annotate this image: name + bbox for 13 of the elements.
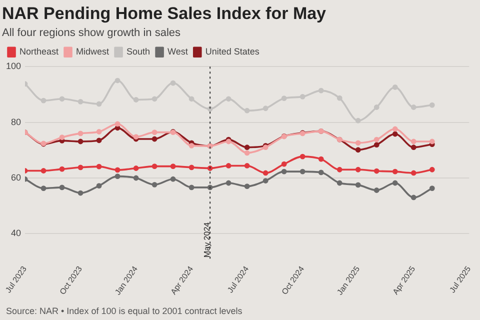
source-note: Source: NAR • Index of 100 is equal to 2001 contract levels bbox=[6, 306, 242, 316]
legend-label: South bbox=[126, 46, 150, 57]
chart-subtitle: All four regions show growth in sales bbox=[2, 27, 182, 40]
legend-label: United States bbox=[205, 46, 260, 57]
legend-label: Midwest bbox=[76, 46, 110, 57]
y-tick-label: 80 bbox=[11, 116, 22, 127]
y-tick-label: 60 bbox=[11, 172, 22, 182]
ref-line-label: May 2024 bbox=[202, 222, 212, 258]
legend-label: West bbox=[168, 46, 188, 57]
legend-label: Northeast bbox=[20, 46, 60, 57]
y-tick-label: 40 bbox=[11, 228, 22, 238]
chart-title: NAR Pending Home Sales Index for May bbox=[2, 4, 327, 23]
y-tick-label: 100 bbox=[6, 61, 22, 72]
